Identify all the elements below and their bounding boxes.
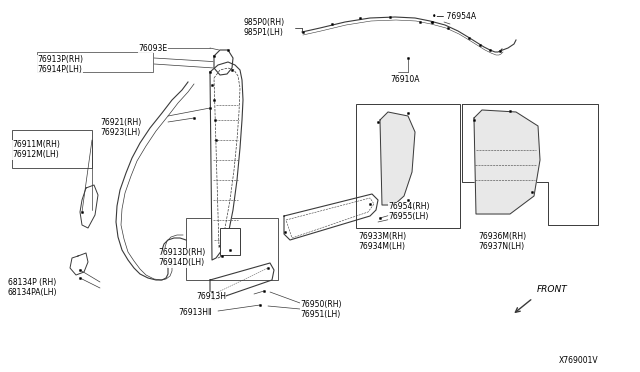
Polygon shape bbox=[80, 185, 98, 228]
Text: •— 76954A: •— 76954A bbox=[432, 12, 476, 21]
Text: 76913P(RH)
76914P(LH): 76913P(RH) 76914P(LH) bbox=[37, 55, 83, 74]
Text: 76936M(RH)
76937N(LH): 76936M(RH) 76937N(LH) bbox=[478, 232, 526, 251]
Polygon shape bbox=[474, 110, 540, 214]
Text: 76913H: 76913H bbox=[196, 292, 226, 301]
Bar bbox=[356, 104, 460, 228]
Bar bbox=[220, 228, 240, 255]
Polygon shape bbox=[284, 194, 378, 240]
Text: 68134P (RH)
68134PA(LH): 68134P (RH) 68134PA(LH) bbox=[8, 278, 58, 297]
Text: 76950(RH)
76951(LH): 76950(RH) 76951(LH) bbox=[300, 300, 342, 320]
Bar bbox=[12, 130, 92, 168]
Text: 985P0(RH)
985P1(LH): 985P0(RH) 985P1(LH) bbox=[244, 18, 285, 38]
Bar bbox=[37, 52, 153, 72]
Polygon shape bbox=[70, 253, 88, 275]
Text: 76093E: 76093E bbox=[138, 44, 167, 53]
Polygon shape bbox=[214, 50, 233, 75]
Polygon shape bbox=[210, 263, 274, 300]
Text: 76910A: 76910A bbox=[390, 75, 419, 84]
Text: 76954(RH)
76955(LH): 76954(RH) 76955(LH) bbox=[388, 202, 429, 221]
Polygon shape bbox=[210, 62, 243, 260]
Polygon shape bbox=[380, 112, 415, 205]
Text: X769001V: X769001V bbox=[558, 356, 598, 365]
Text: 76913D(RH)
76914D(LH): 76913D(RH) 76914D(LH) bbox=[158, 248, 205, 267]
Text: 76913HⅡ: 76913HⅡ bbox=[178, 308, 212, 317]
Text: FRONT: FRONT bbox=[537, 285, 568, 294]
Text: 76921(RH)
76923(LH): 76921(RH) 76923(LH) bbox=[100, 118, 141, 137]
Polygon shape bbox=[462, 104, 598, 225]
Bar bbox=[186, 218, 278, 280]
Text: 76911M(RH)
76912M(LH): 76911M(RH) 76912M(LH) bbox=[12, 140, 60, 159]
Text: 76933M(RH)
76934M(LH): 76933M(RH) 76934M(LH) bbox=[358, 232, 406, 251]
